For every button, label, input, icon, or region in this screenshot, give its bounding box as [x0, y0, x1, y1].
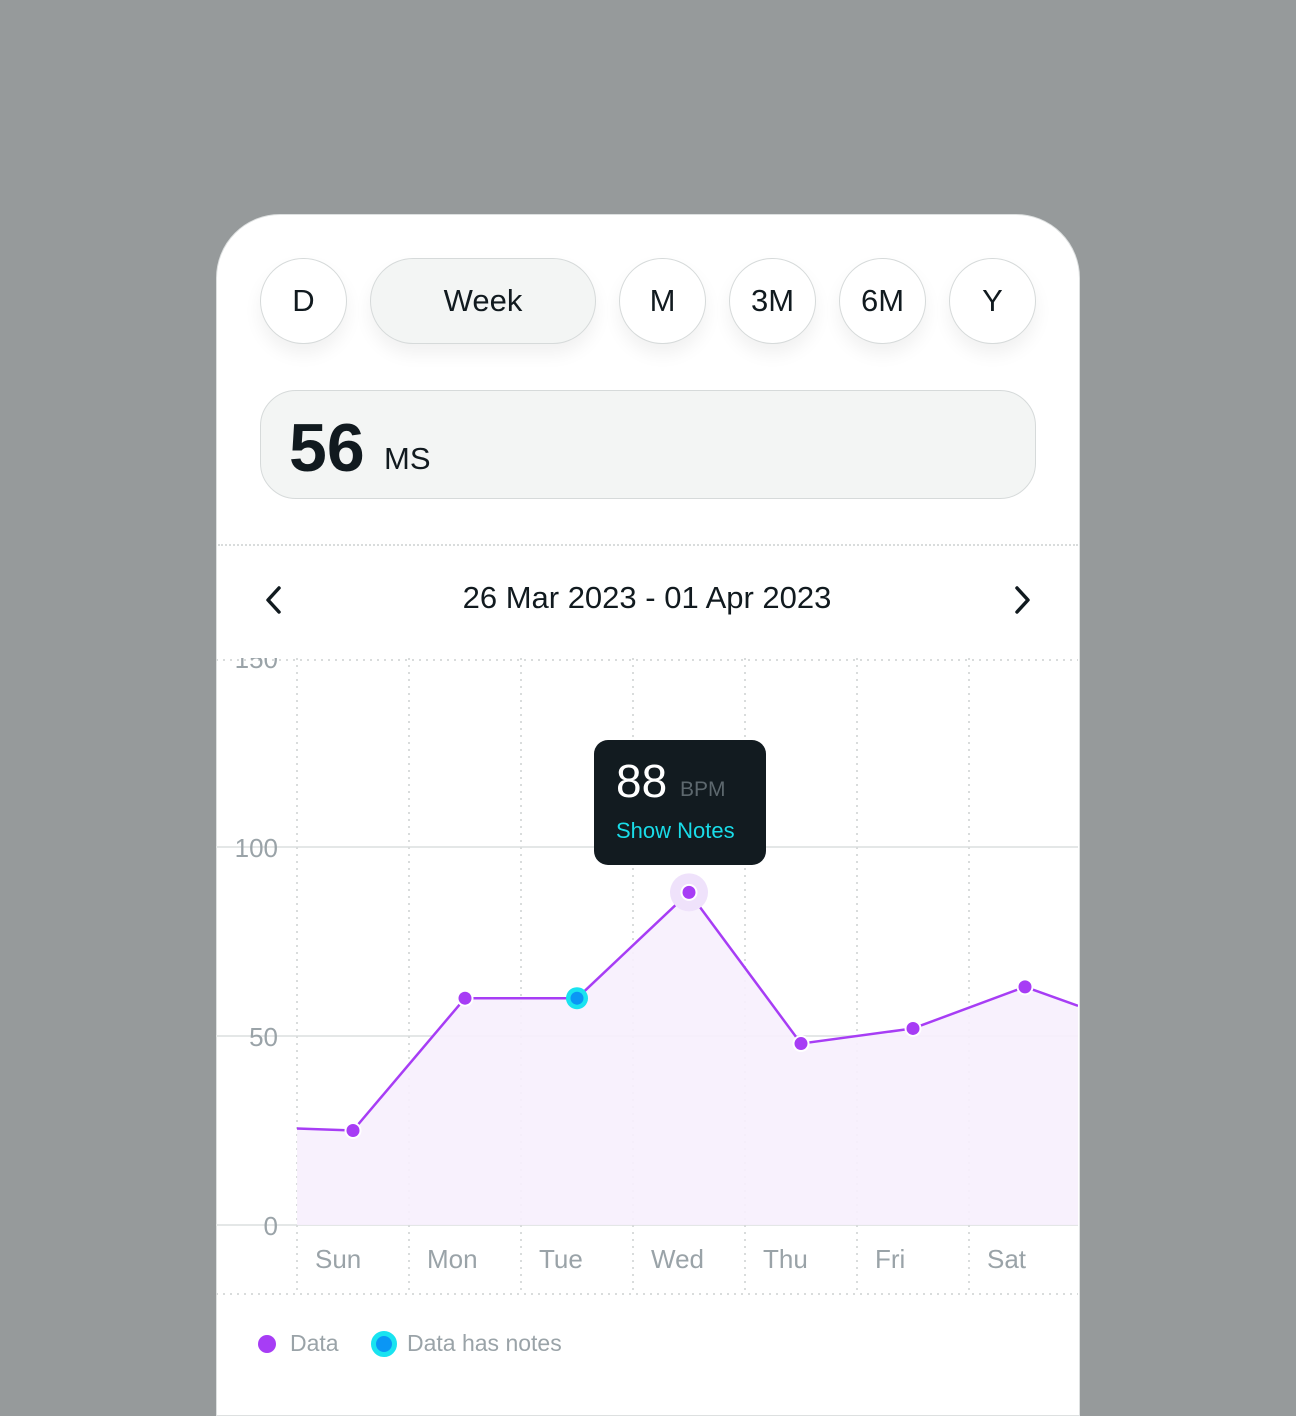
- legend-notes-label: Data has notes: [407, 1330, 562, 1356]
- data-point: [1018, 980, 1032, 994]
- metric-unit: MS: [384, 441, 431, 476]
- x-tick-label: Wed: [651, 1244, 704, 1274]
- x-tick-label: Sat: [987, 1244, 1027, 1274]
- period-d-button[interactable]: D: [260, 258, 347, 344]
- x-tick-label: Tue: [539, 1244, 583, 1274]
- x-tick-label: Mon: [427, 1244, 478, 1274]
- notes-point: [570, 991, 584, 1005]
- chevron-left-icon[interactable]: [262, 580, 286, 628]
- legend-data-label: Data: [290, 1330, 339, 1356]
- y-tick-label: 0: [264, 1211, 278, 1241]
- area-fill: [297, 892, 1078, 1225]
- notes-dot-icon: [371, 1330, 397, 1357]
- metric-value: 56: [289, 410, 365, 486]
- data-point: [906, 1021, 920, 1035]
- period-3m-button[interactable]: 3M: [729, 258, 816, 344]
- period-6m-button[interactable]: 6M: [839, 258, 926, 344]
- tooltip: 88 BPM Show Notes: [594, 740, 766, 865]
- date-range: 26 Mar 2023 - 01 Apr 2023: [462, 580, 832, 615]
- x-tick-label: Fri: [875, 1244, 905, 1274]
- line-chart: 0 50 100 150 Sun Mon Tue Wed Thu Fri Sat: [216, 658, 1078, 1295]
- y-tick-label: 50: [249, 1022, 278, 1052]
- y-tick-label: 150: [235, 658, 278, 674]
- data-point: [682, 885, 696, 899]
- show-notes-link[interactable]: Show Notes: [616, 818, 735, 843]
- data-point: [794, 1037, 808, 1051]
- data-point: [458, 991, 472, 1005]
- y-tick-label: 100: [235, 833, 278, 863]
- chevron-right-icon[interactable]: [1010, 580, 1034, 628]
- metric-summary: 56 MS: [260, 390, 1036, 499]
- legend-data: Data: [258, 1330, 339, 1357]
- data-dot-icon: [258, 1334, 276, 1353]
- tooltip-unit: BPM: [680, 778, 726, 801]
- legend-notes: Data has notes: [371, 1330, 562, 1357]
- x-tick-label: Sun: [315, 1244, 361, 1274]
- period-week-button[interactable]: Week: [370, 258, 596, 344]
- divider: [218, 544, 1078, 546]
- x-tick-label: Thu: [763, 1244, 808, 1274]
- period-m-button[interactable]: M: [619, 258, 706, 344]
- period-y-button[interactable]: Y: [949, 258, 1036, 344]
- data-point: [346, 1124, 360, 1137]
- tooltip-value: 88: [616, 755, 668, 807]
